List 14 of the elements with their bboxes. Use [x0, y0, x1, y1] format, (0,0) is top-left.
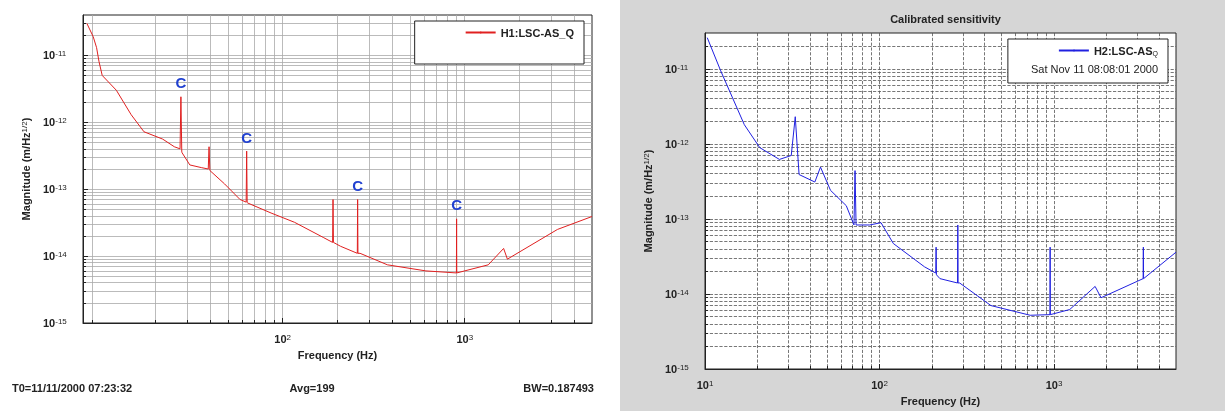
- y-axis-title: Magnitude (m/Hz1/2): [19, 117, 32, 221]
- annotation: C: [451, 196, 463, 214]
- annotation: Sat Nov 11 08:08:01 2000: [1031, 62, 1159, 75]
- legend-label: H1:LSC-AS_Q: [500, 26, 575, 39]
- text: T0=11/11/2000 07:23:32: [12, 382, 133, 394]
- x-axis-title: Frequency (Hz): [297, 348, 378, 361]
- chart-title: Calibrated sensitivity: [890, 12, 1002, 25]
- text: Avg=199: [289, 382, 335, 394]
- x-axis-title: Frequency (Hz): [900, 394, 981, 407]
- annotation: C: [175, 74, 187, 92]
- y-axis-title: Magnitude (m/Hz1/2): [641, 149, 654, 253]
- text: BW=0.187493: [523, 382, 594, 394]
- annotation: C: [352, 177, 364, 195]
- annotation: C: [241, 128, 253, 146]
